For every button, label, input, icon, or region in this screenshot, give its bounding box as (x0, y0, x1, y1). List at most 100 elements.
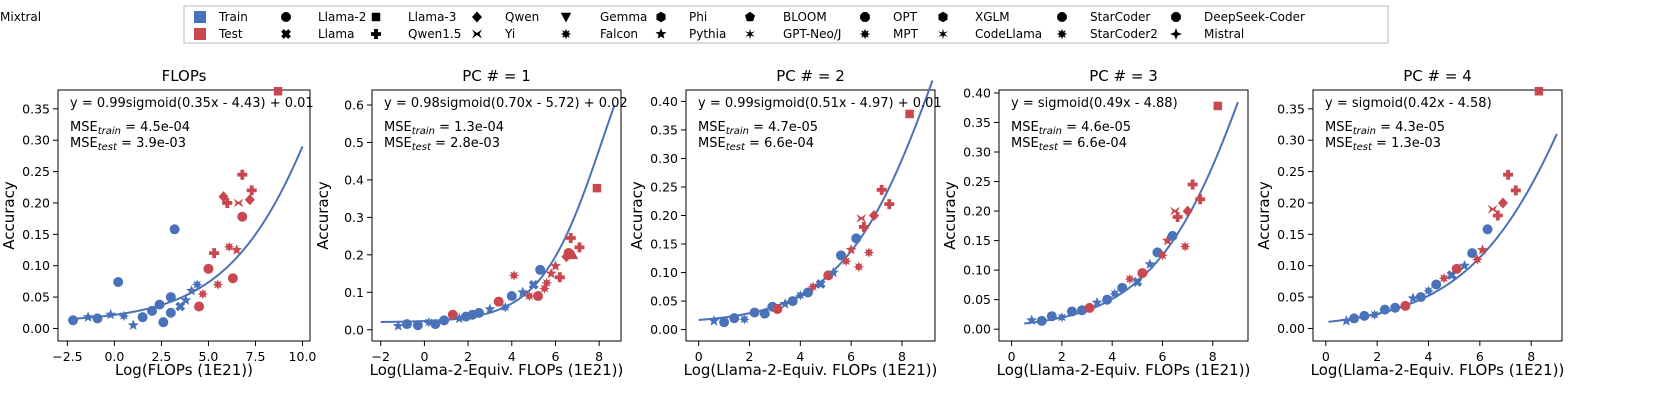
data-point-train (1109, 288, 1120, 299)
fit-curve (71, 146, 304, 320)
data-point-test (1124, 273, 1136, 285)
mse-train-value: = 1.3e-04 (435, 120, 504, 135)
data-point-train (1036, 315, 1047, 326)
data-point-train (1056, 312, 1068, 323)
data-point-train (739, 314, 750, 325)
data-point-test (840, 255, 852, 267)
y-tick-label: 0.15 (963, 233, 991, 248)
data-point-train (105, 308, 117, 320)
mse-test-text: MSEtest = 6.6e-04 (698, 136, 814, 153)
data-point-train (127, 319, 139, 330)
panel-title: PC # = 2 (776, 67, 845, 85)
legend-marker-yi (472, 29, 482, 39)
data-point-test (1179, 241, 1191, 252)
mse-train-subscript: train (1353, 126, 1376, 137)
legend-marker-mistral (1170, 28, 1182, 40)
panel-4: PC # = 3 0 2 4 6 8 0.00 0.05 0.10 0.15 0.20 0.25 0.3… (941, 67, 1250, 379)
y-axis-label: Accuracy (1255, 181, 1273, 250)
data-point-train (430, 319, 441, 330)
legend-swatch-train (194, 11, 206, 23)
data-point-train (1091, 296, 1103, 308)
legend-label-mpt: MPT (893, 27, 919, 41)
y-tick-label: 0.15 (22, 227, 50, 242)
panel-title: PC # = 4 (1403, 67, 1472, 85)
data-point-test (1534, 87, 1544, 96)
y-tick-label: 0.35 (1277, 101, 1305, 116)
data-point-test (876, 184, 887, 195)
mse-test-text: MSEtest = 1.3e-03 (1325, 136, 1441, 153)
fit-equation: y = sigmoid(0.42x - 4.58) (1325, 96, 1492, 111)
data-point-train (439, 315, 450, 326)
data-point-train (517, 286, 529, 297)
data-point-test (194, 301, 205, 312)
panel-3: PC # = 2 0 2 4 6 8 0.00 0.05 0.10 0.15 0.20 0.25 0.3… (628, 67, 942, 379)
data-point-train (787, 296, 798, 307)
x-tick-label: 10.0 (289, 349, 317, 364)
data-point-train (719, 317, 730, 328)
data-point-train (1369, 309, 1380, 320)
legend-label-qwen: Qwen (505, 10, 539, 24)
x-tick-label: −2.5 (52, 349, 82, 364)
x-axis-label: Log(Llama-2-Equiv. FLOPs (1E21)) (1311, 361, 1565, 379)
data-point-train (1407, 292, 1419, 303)
data-point-train (815, 279, 826, 289)
y-tick-label: 0.40 (650, 94, 678, 109)
y-tick-label: 0.2 (344, 247, 364, 262)
data-point-test (565, 232, 576, 243)
x-axis-label: Log(Llama-2-Equiv. FLOPs (1E21)) (370, 361, 624, 379)
data-point-train (729, 313, 740, 324)
data-point-train (1066, 306, 1077, 317)
x-tick-label: 8 (1209, 349, 1217, 364)
data-point-test (863, 247, 875, 258)
data-point-test (508, 270, 520, 281)
legend-label-bloom: BLOOM (783, 10, 827, 24)
y-tick-label: 0.30 (650, 151, 678, 166)
mse-train-value: = 4.7e-05 (749, 120, 818, 135)
data-point-test (856, 213, 867, 223)
y-tick-label: 0.05 (22, 290, 50, 305)
mse-train-text: MSEtrain = 4.6e-05 (1011, 120, 1131, 137)
y-tick-label: 0.10 (963, 263, 991, 278)
mse-train-prefix: MSE (698, 120, 726, 135)
y-tick-label: 0.1 (344, 285, 364, 300)
x-axis-label: Log(FLOPs (1E21)) (115, 361, 253, 379)
legend-label-mixtral: Mixtral (0, 10, 41, 24)
y-tick-label: 0.05 (1277, 290, 1305, 305)
legend-label-gemma: Gemma (600, 10, 647, 24)
legend-label-mistral: Mistral (1204, 27, 1244, 41)
mse-test-text: MSEtest = 3.9e-03 (70, 136, 186, 153)
mse-train-text: MSEtrain = 4.5e-04 (70, 120, 190, 137)
y-tick-label: 0.00 (1277, 321, 1305, 336)
y-tick-label: 0.35 (650, 122, 678, 137)
data-point-train (827, 266, 839, 278)
data-point-test (1492, 210, 1503, 221)
y-tick-label: 0.3 (344, 210, 364, 225)
legend-marker-pythia (655, 28, 667, 39)
legend-label-gpt-neo-j: GPT-Neo/J (783, 27, 841, 41)
y-tick-label: 0.5 (344, 135, 364, 150)
legend-label-starcoder: StarCoder (1090, 10, 1150, 24)
legend-marker-mpt (859, 28, 871, 40)
legend-label-llama-3: Llama-3 (408, 10, 456, 24)
legend-label-test: Test (218, 27, 243, 41)
legend-label-train: Train (218, 10, 248, 24)
data-point-train (1102, 294, 1113, 305)
y-tick-label: 0.25 (1277, 164, 1305, 179)
y-tick-label: 0.25 (22, 164, 50, 179)
mse-test-text: MSEtest = 6.6e-04 (1011, 136, 1127, 153)
data-point-test (231, 244, 243, 255)
data-point-test (1187, 179, 1198, 190)
data-point-test (554, 272, 565, 283)
data-point-train (92, 313, 103, 324)
y-tick-label: 0.00 (22, 321, 50, 336)
mse-test-prefix: MSE (384, 136, 412, 151)
legend-marker-llama-2 (281, 12, 291, 22)
x-tick-label: 2.5 (151, 349, 171, 364)
data-point-train (1046, 311, 1057, 322)
data-point-train (708, 315, 720, 326)
mse-test-prefix: MSE (1011, 136, 1039, 151)
data-point-train (1379, 304, 1390, 315)
data-point-train (1077, 305, 1087, 316)
x-axis-label: Log(Llama-2-Equiv. FLOPs (1E21)) (684, 361, 938, 379)
